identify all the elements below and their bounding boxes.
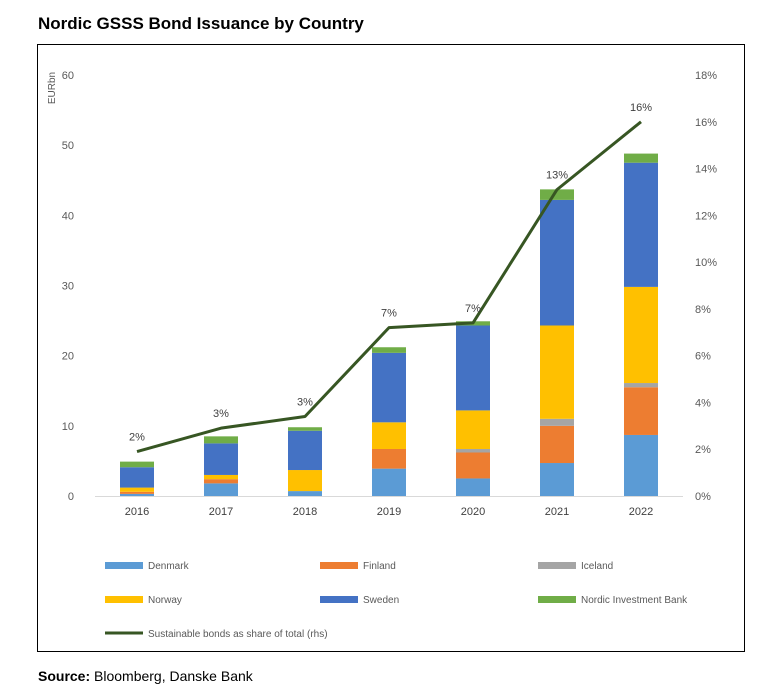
- y-tick-label: 20: [62, 351, 74, 363]
- legend-swatch: [320, 562, 358, 569]
- y2-tick-label: 8%: [695, 304, 711, 316]
- x-tick-label: 2022: [629, 506, 653, 518]
- bar-segment-finland: [456, 452, 490, 479]
- legend-label: Denmark: [148, 561, 190, 572]
- y2-tick-label: 14%: [695, 164, 717, 176]
- y-tick-label: 60: [62, 70, 74, 82]
- bar-segment-norway: [540, 325, 574, 419]
- y2-tick-label: 4%: [695, 397, 711, 409]
- bar-segment-sweden: [456, 325, 490, 411]
- line-data-label: 16%: [630, 102, 652, 114]
- y-tick-label: 40: [62, 210, 74, 222]
- bar-segment-denmark: [456, 478, 490, 496]
- bar-segment-sweden: [120, 467, 154, 488]
- legend-label: Nordic Investment Bank: [581, 595, 688, 606]
- y2-tick-label: 10%: [695, 257, 717, 269]
- line-data-label: 7%: [465, 303, 481, 315]
- bar-segment-nordic-investment-bank: [540, 189, 574, 200]
- x-tick-label: 2018: [293, 506, 317, 518]
- line-data-label: 3%: [213, 408, 229, 420]
- y-tick-label: 30: [62, 281, 74, 293]
- legend-label: Norway: [148, 595, 182, 606]
- x-tick-label: 2019: [377, 506, 401, 518]
- legend-swatch: [105, 562, 143, 569]
- legend-swatch: [320, 596, 358, 603]
- bar-segment-iceland: [456, 448, 490, 453]
- bar-segment-sweden: [204, 443, 238, 475]
- bar-segment-nordic-investment-bank: [624, 153, 658, 163]
- y-tick-label: 50: [62, 140, 74, 152]
- bar-segment-norway: [624, 286, 658, 384]
- legend-label: Iceland: [581, 561, 613, 572]
- x-tick-label: 2021: [545, 506, 569, 518]
- bar-segment-nordic-investment-bank: [288, 427, 322, 431]
- bar-segment-denmark: [204, 483, 238, 496]
- legend-swatch: [538, 562, 576, 569]
- bar-segment-finland: [372, 448, 406, 469]
- y2-tick-label: 6%: [695, 351, 711, 363]
- bar-segment-sweden: [288, 430, 322, 471]
- bar-segment-denmark: [372, 468, 406, 496]
- bar-segment-norway: [120, 487, 154, 492]
- bar-segment-sweden: [624, 162, 658, 287]
- y-tick-label: 10: [62, 421, 74, 433]
- legend-label: Sustainable bonds as share of total (rhs…: [148, 629, 328, 640]
- bar-segment-sweden: [540, 199, 574, 326]
- source-label: Source:: [38, 668, 91, 684]
- bar-segment-norway: [288, 470, 322, 492]
- x-tick-label: 2017: [209, 506, 233, 518]
- x-tick-label: 2020: [461, 506, 485, 518]
- y2-tick-label: 0%: [695, 491, 711, 503]
- y2-tick-label: 2%: [695, 444, 711, 456]
- bar-segment-finland: [120, 491, 154, 494]
- legend-swatch: [538, 596, 576, 603]
- bar-segment-denmark: [288, 491, 322, 496]
- chart-title: Nordic GSSS Bond Issuance by Country: [38, 14, 364, 33]
- line-data-label: 13%: [546, 170, 568, 182]
- x-tick-label: 2016: [125, 506, 149, 518]
- bar-segment-finland: [624, 387, 658, 435]
- bar-segment-norway: [204, 474, 238, 480]
- bar-segment-sweden: [372, 352, 406, 423]
- y-axis-label: EURbn: [47, 72, 58, 104]
- share-line: [136, 120, 642, 454]
- line-data-label: 7%: [381, 308, 397, 320]
- bar-segment-norway: [372, 422, 406, 449]
- bar-segment-norway: [456, 410, 490, 449]
- bar-segment-nordic-investment-bank: [120, 461, 154, 468]
- y2-tick-label: 18%: [695, 70, 717, 82]
- bar-segment-iceland: [624, 383, 658, 388]
- y2-tick-label: 16%: [695, 117, 717, 129]
- legend-label: Sweden: [363, 595, 399, 606]
- bar-segment-denmark: [120, 493, 154, 496]
- legend-swatch: [105, 596, 143, 603]
- bar-segment-finland: [540, 425, 574, 464]
- source-note: Source: Bloomberg, Danske Bank: [38, 668, 253, 684]
- line-data-label: 3%: [297, 396, 313, 408]
- bar-segment-finland: [204, 479, 238, 484]
- bar-segment-denmark: [624, 434, 658, 496]
- y-tick-label: 0: [68, 491, 74, 503]
- source-text: Bloomberg, Danske Bank: [90, 668, 253, 684]
- y2-tick-label: 12%: [695, 210, 717, 222]
- line-data-label: 2%: [129, 432, 145, 444]
- legend-label: Finland: [363, 561, 396, 572]
- bar-segment-denmark: [540, 463, 574, 496]
- chart-frame: [37, 44, 745, 652]
- bar-segment-nordic-investment-bank: [372, 347, 406, 353]
- bar-segment-iceland: [540, 418, 574, 426]
- bar-segment-nordic-investment-bank: [204, 436, 238, 444]
